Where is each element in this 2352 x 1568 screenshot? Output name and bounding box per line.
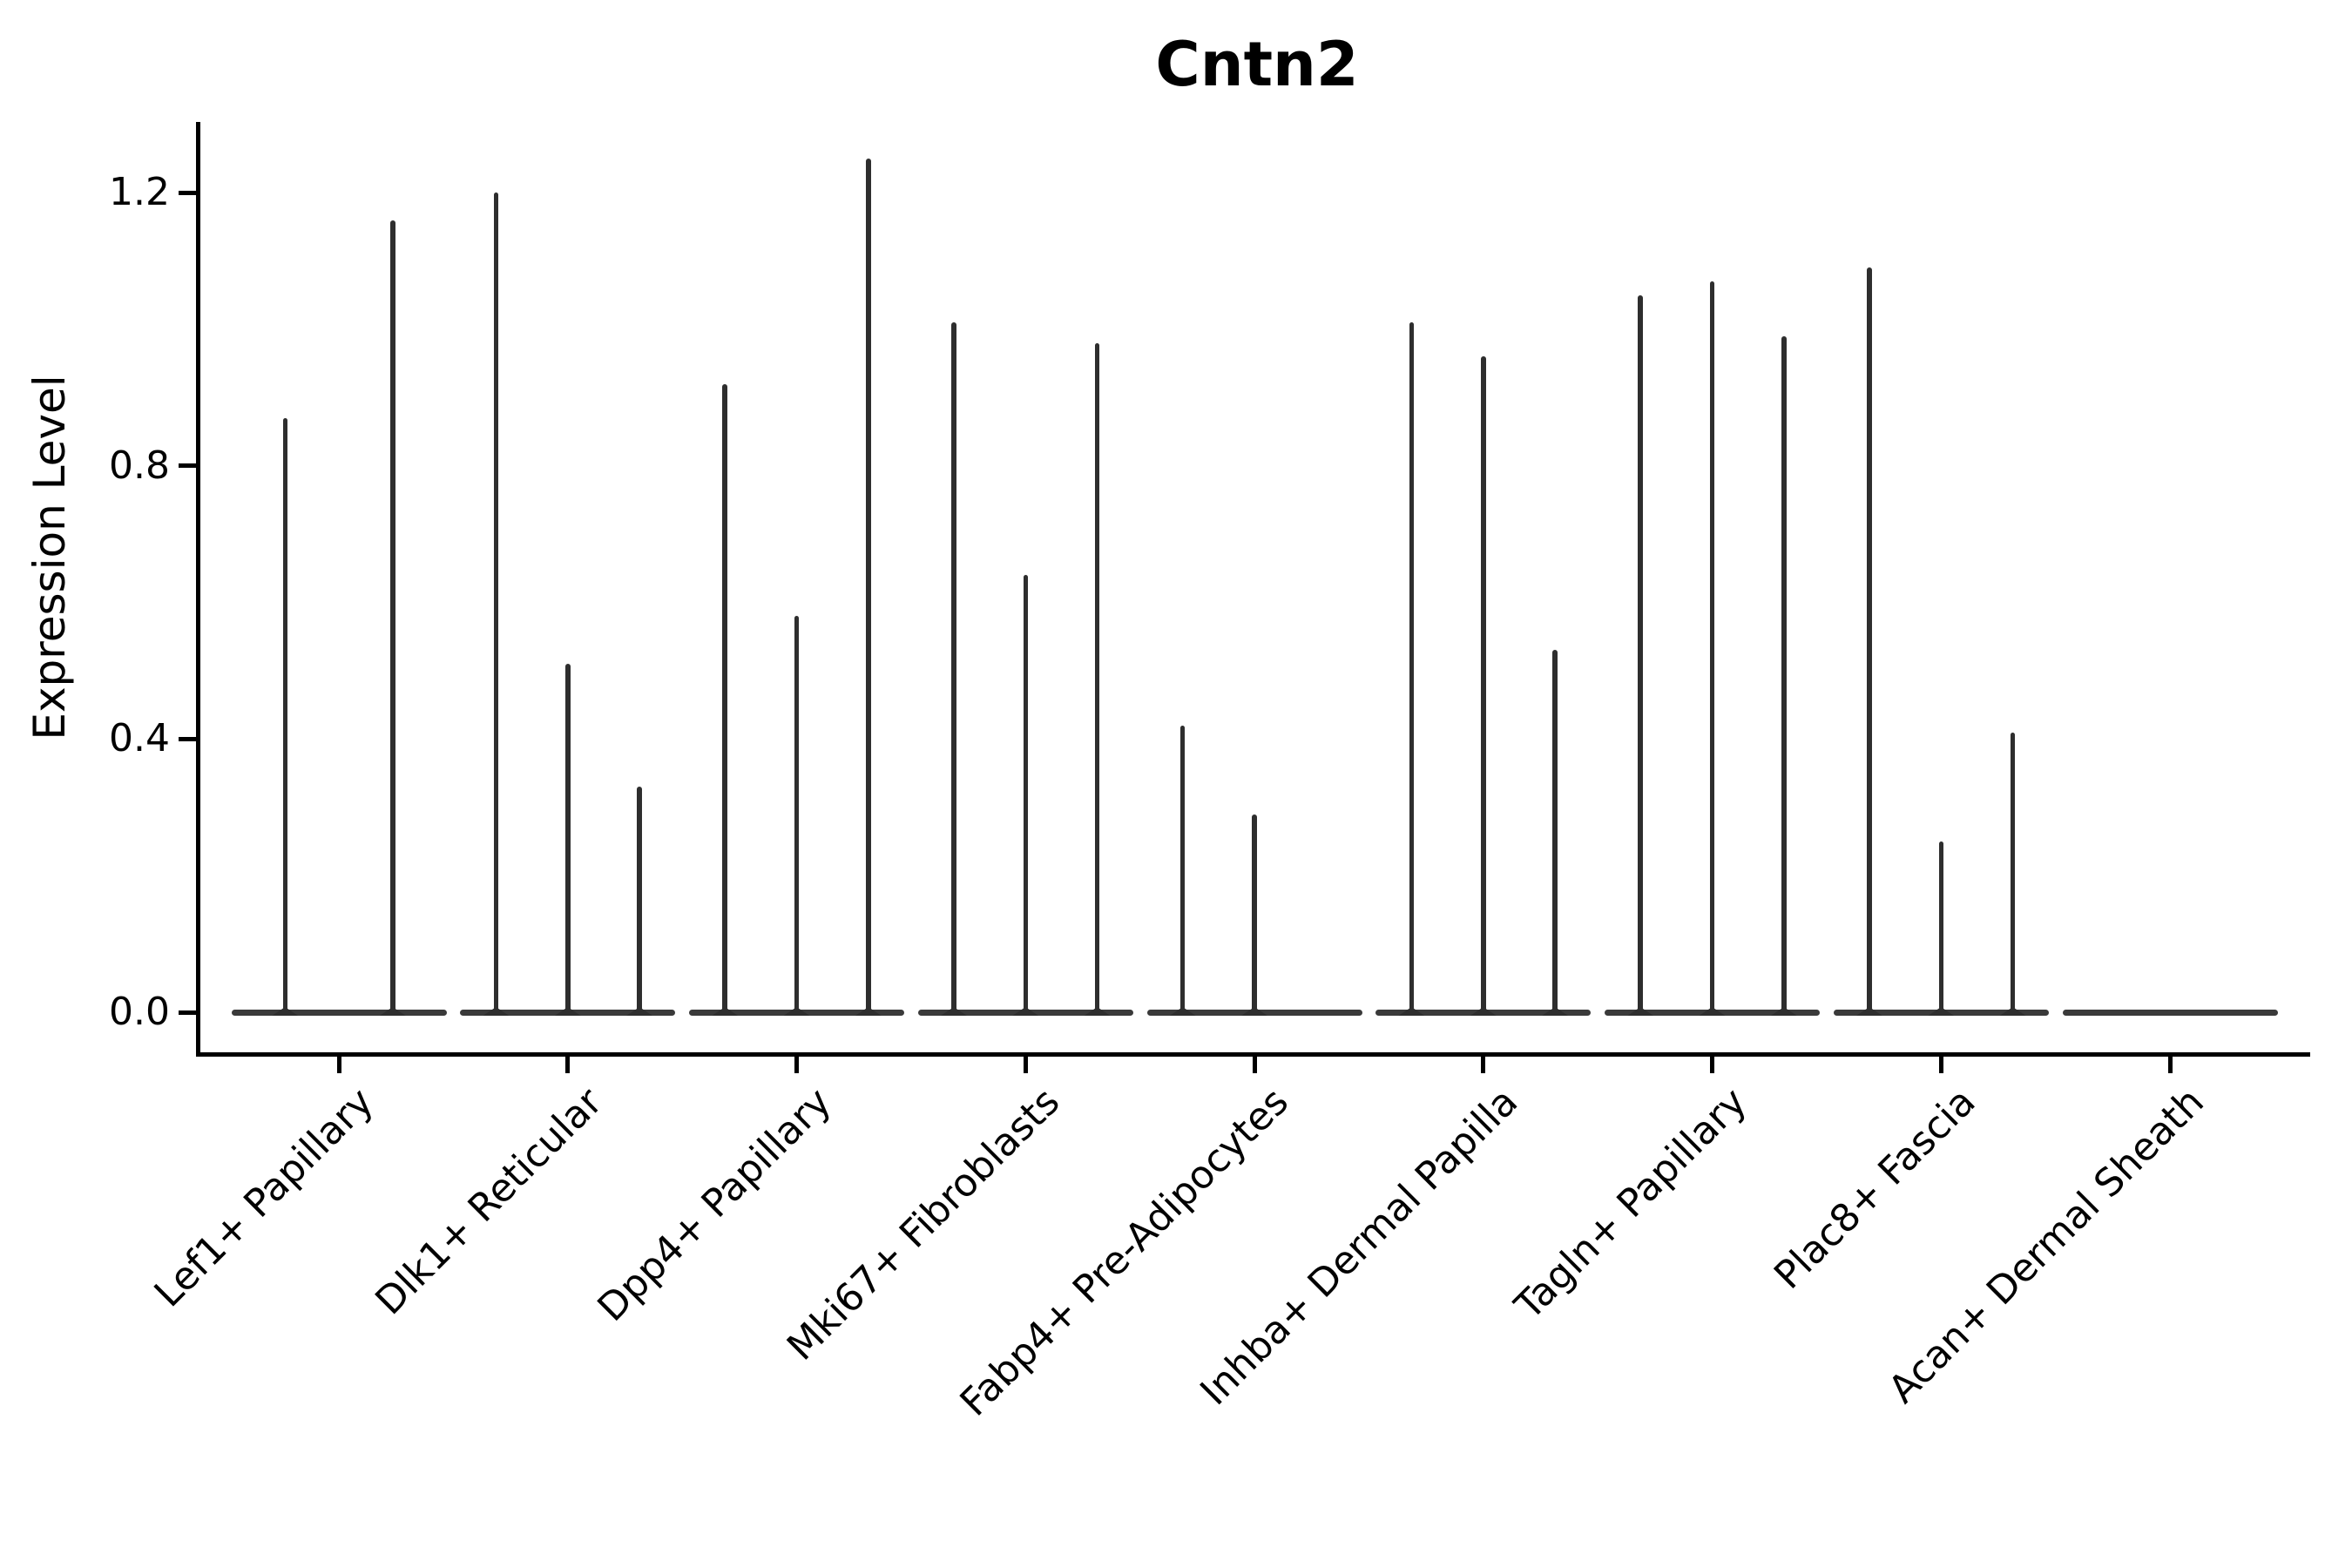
chart-title: Cntn2 xyxy=(1155,29,1359,100)
x-tick-mark xyxy=(794,1057,799,1073)
violin-spike xyxy=(1709,281,1715,1015)
violin-spike xyxy=(1023,575,1028,1015)
x-tick-label: Plac8+ Fascia xyxy=(1766,1079,1984,1298)
violin-spike xyxy=(722,383,727,1015)
violin-spike xyxy=(493,193,499,1015)
violin-spike xyxy=(637,787,642,1015)
violin-spike xyxy=(794,616,800,1015)
violin-spike xyxy=(1638,294,1643,1015)
x-tick-mark xyxy=(1252,1057,1257,1073)
violin-spike xyxy=(1781,335,1787,1015)
violin-spike xyxy=(390,220,395,1015)
violin-spike xyxy=(866,159,871,1015)
violin-spike xyxy=(565,664,571,1015)
x-tick-label: Dlk1+ Reticular xyxy=(367,1079,612,1324)
violin-spike xyxy=(2010,732,2016,1015)
y-tick-mark xyxy=(179,190,196,195)
violin-spike xyxy=(1481,356,1486,1015)
violin-baseline xyxy=(2062,1009,2278,1016)
x-tick-label: Dpp4+ Papillary xyxy=(589,1079,840,1330)
y-tick-label: 1.2 xyxy=(109,170,170,215)
violin-spike xyxy=(1252,814,1257,1015)
violin-spike xyxy=(1552,650,1558,1015)
y-axis-label: Expression Level xyxy=(24,375,75,740)
violin-spike xyxy=(1179,725,1186,1015)
y-tick-mark xyxy=(179,1010,196,1015)
x-tick-mark xyxy=(336,1057,341,1073)
x-tick-label: Lef1+ Papillary xyxy=(145,1079,382,1316)
x-tick-mark xyxy=(2167,1057,2173,1073)
violin-spike xyxy=(1867,267,1872,1015)
y-axis-spine xyxy=(196,122,200,1057)
violin-baseline xyxy=(231,1009,447,1016)
y-tick-label: 0.4 xyxy=(109,716,170,761)
x-tick-mark xyxy=(1023,1057,1028,1073)
x-tick-label: Tagln+ Papillary xyxy=(1506,1079,1755,1328)
x-tick-mark xyxy=(1938,1057,1943,1073)
violin-spike xyxy=(951,322,956,1015)
x-tick-mark xyxy=(1481,1057,1486,1073)
violin-spike xyxy=(1938,841,1943,1015)
x-axis-spine xyxy=(196,1052,2310,1057)
violin-spike xyxy=(282,417,287,1015)
violin-spike xyxy=(1409,322,1415,1015)
x-tick-mark xyxy=(1710,1057,1714,1073)
y-tick-label: 0.0 xyxy=(109,990,170,1034)
y-tick-mark xyxy=(179,736,196,741)
violin-spike xyxy=(1094,342,1100,1015)
x-tick-mark xyxy=(565,1057,571,1073)
y-tick-mark xyxy=(179,463,196,469)
y-tick-label: 0.8 xyxy=(109,443,170,488)
